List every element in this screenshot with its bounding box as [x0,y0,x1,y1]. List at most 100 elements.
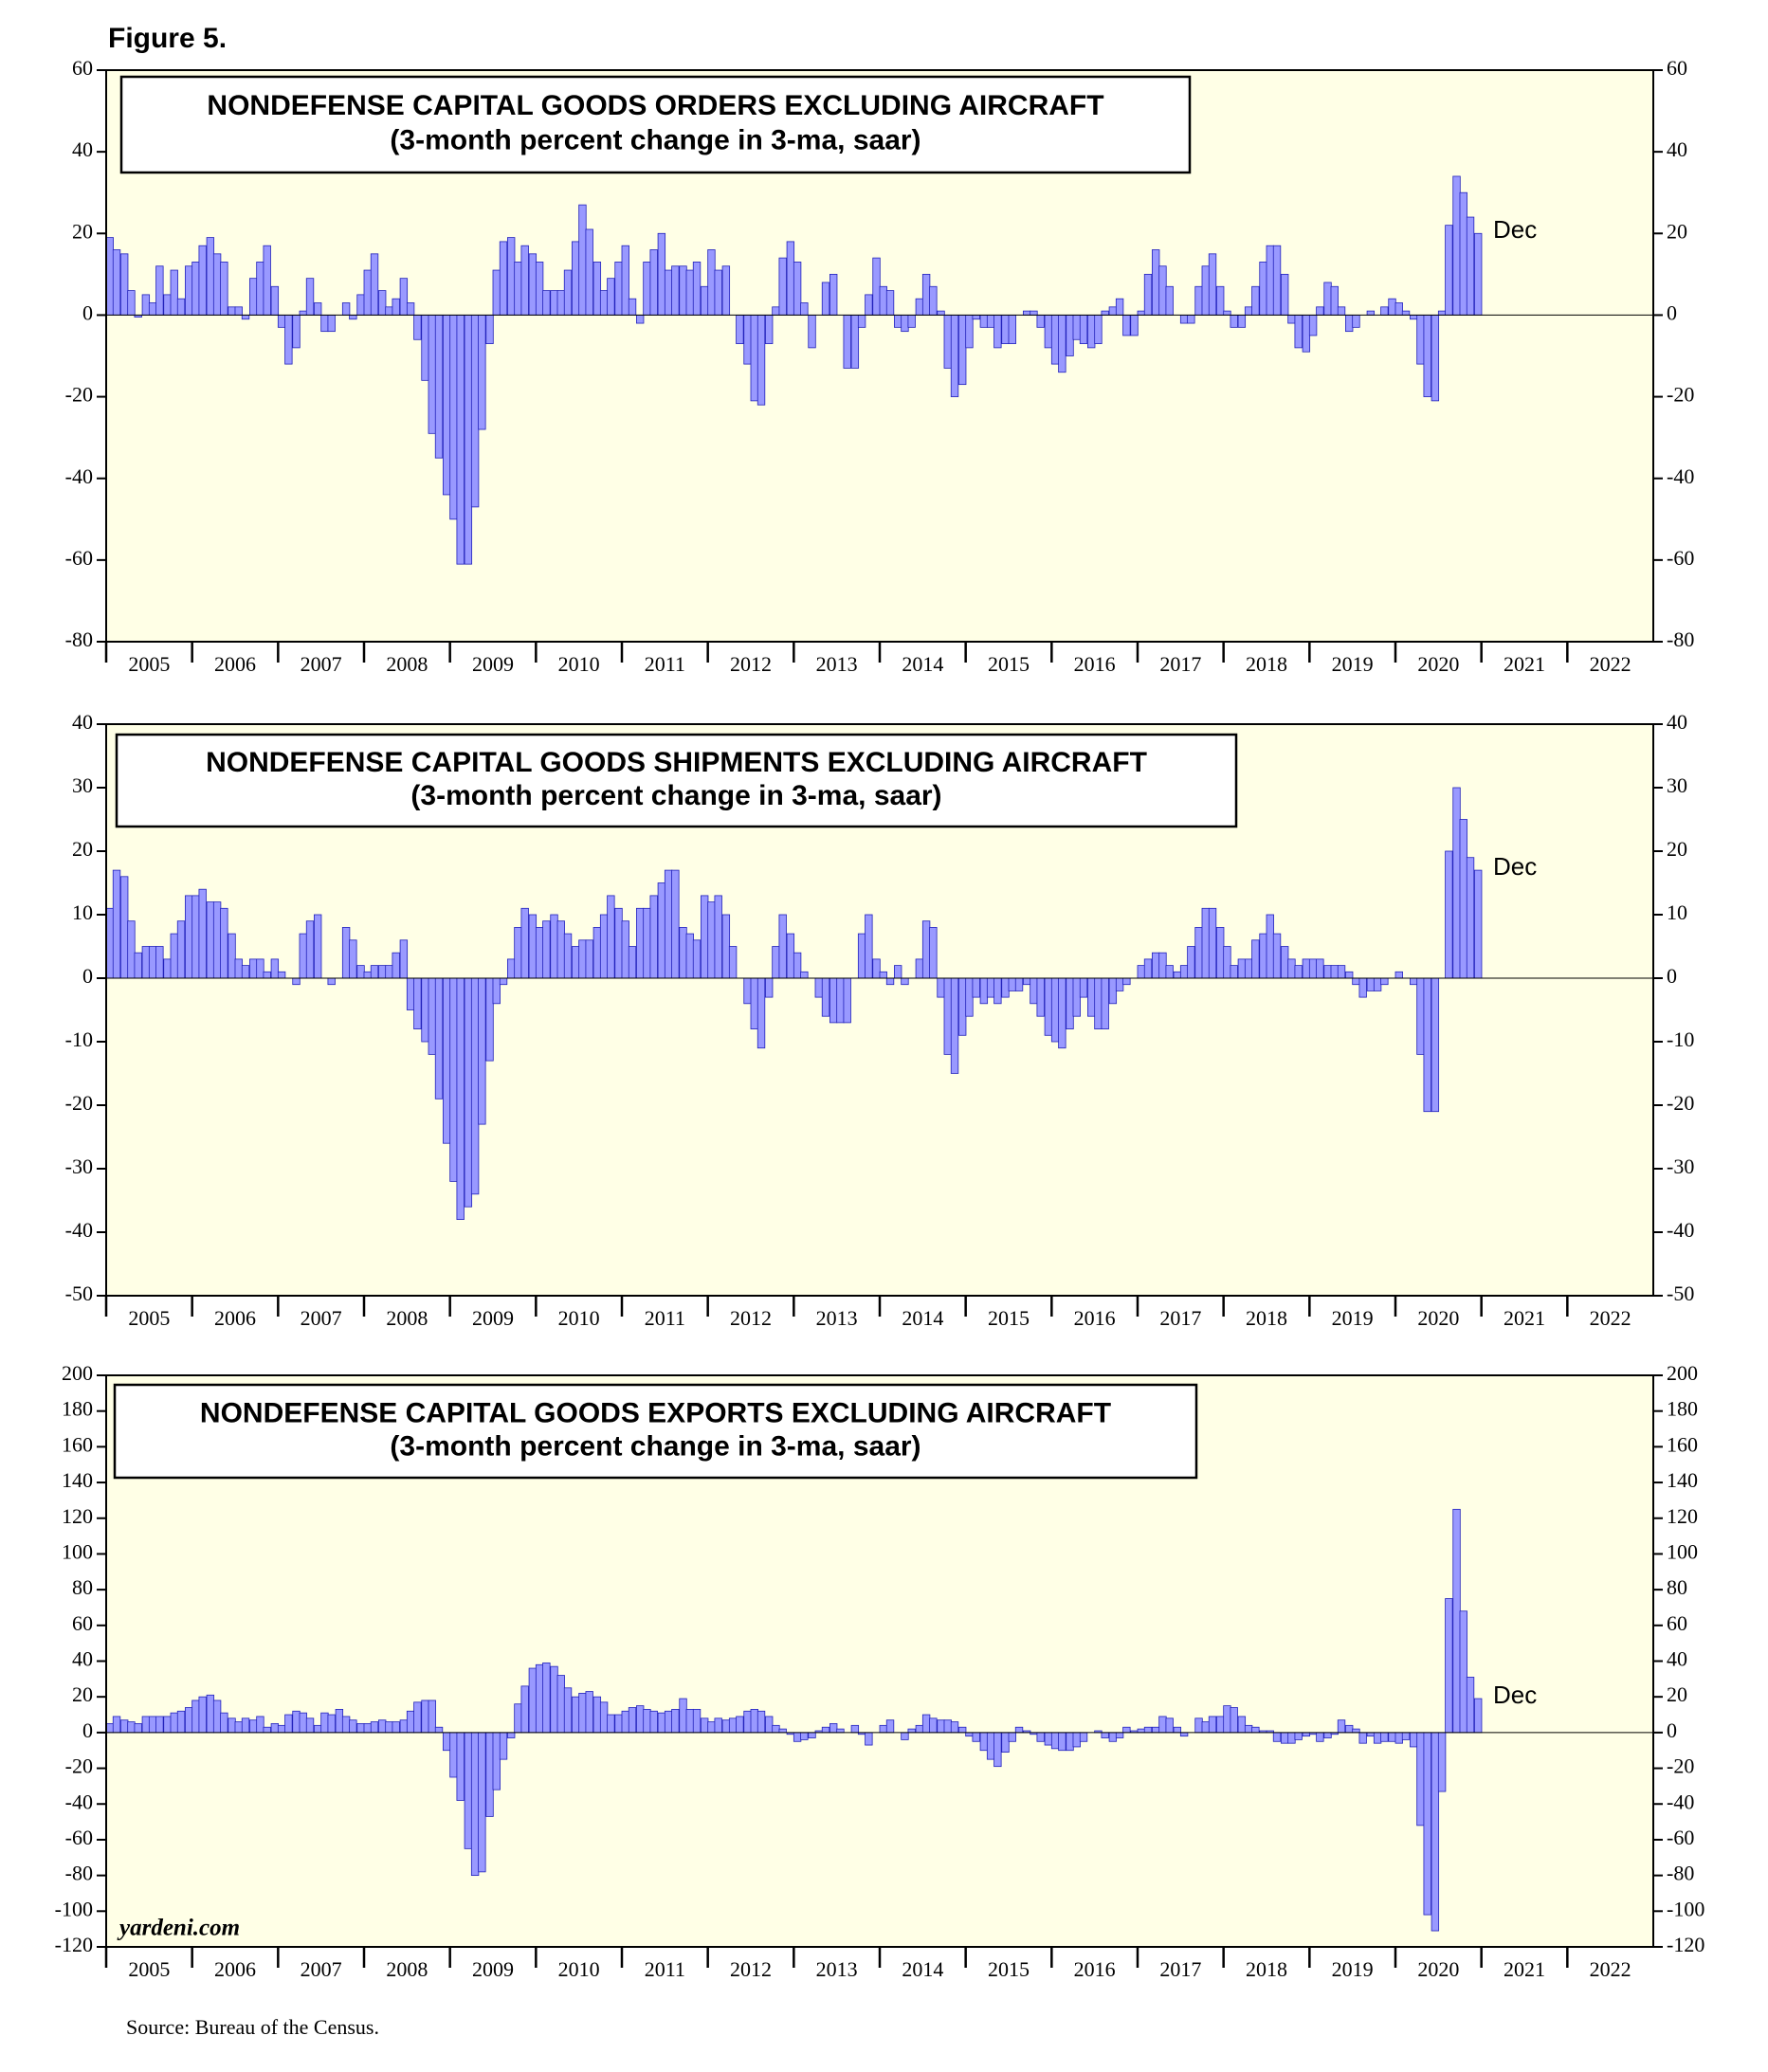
bar [112,249,121,316]
bar [370,253,379,316]
y-tick-label: -80 [65,1862,93,1885]
bar [1388,1732,1396,1742]
bar [249,958,258,979]
bar [1281,1732,1289,1744]
x-tick-label: 2020 [1417,1306,1459,1330]
x-tick-label: 2009 [472,1306,514,1330]
bar [1423,977,1431,1113]
watermark: yardeni.com [117,1916,240,1941]
figure-title: Figure 5. [108,23,227,54]
bar [1023,977,1031,986]
bar [679,927,687,979]
bar [1410,977,1418,986]
y-tick-label: 160 [62,1432,93,1456]
bar [657,232,666,316]
bar [643,907,651,979]
bar [657,1712,666,1734]
x-tick-label: 2017 [1159,652,1201,676]
bar [292,1710,301,1734]
bar [1394,1732,1403,1744]
bar [206,1694,215,1734]
bar [392,952,400,979]
x-tick-label: 2019 [1332,1957,1374,1981]
bar [563,1687,573,1734]
bar [434,977,444,1100]
bar [385,1721,393,1734]
bar [1223,946,1231,979]
bar [772,1724,780,1734]
bar [679,1698,687,1734]
bar [701,1718,709,1734]
y-tick-label: 60 [72,56,93,80]
bar [1079,315,1088,344]
bar [349,939,357,979]
y-tick-label: 100 [62,1539,93,1563]
bar [155,265,164,316]
bar [1152,952,1160,979]
bar [507,958,516,979]
bar [1445,850,1453,979]
x-tick-label: 2019 [1332,652,1374,676]
bar [449,315,458,520]
y2-tick-label: 0 [1667,300,1677,324]
bar [191,1699,200,1734]
bar [850,1724,860,1734]
bar [112,1716,121,1734]
bar [443,977,451,1144]
bar [421,1699,429,1734]
bar [765,977,774,998]
bar [921,920,931,979]
bar [743,315,752,365]
bar [1358,977,1367,998]
bar [621,1710,629,1734]
bar [1058,1732,1066,1752]
bar [750,977,758,1029]
bar [1358,1732,1367,1744]
bar [1416,977,1425,1055]
bar [1143,273,1153,316]
bar [228,306,236,316]
bar [1137,310,1145,316]
bar [993,315,1002,349]
bar [421,977,429,1043]
bar [1001,977,1010,998]
chart-subtitle: (3-month percent change in 3-ma, saar) [410,780,941,811]
bar [292,977,301,986]
bar [1445,1598,1453,1734]
bar [1087,315,1096,349]
bar [206,901,215,979]
bar [965,1732,974,1737]
bar [148,1716,157,1734]
x-tick-label: 2018 [1246,1306,1287,1330]
y2-tick-label: -40 [1667,1790,1694,1813]
bar [1165,285,1174,316]
bar [1287,1732,1296,1744]
x-tick-label: 2008 [386,1957,428,1981]
bar [535,262,544,316]
x-tick-label: 2017 [1159,1306,1201,1330]
y2-tick-label: -80 [1667,627,1694,651]
bar [1423,315,1431,397]
bar [865,1732,873,1746]
bar [507,237,516,316]
y-tick-label: -20 [65,383,93,407]
bar [520,907,529,979]
y2-tick-label: -50 [1667,1281,1694,1305]
bar [793,952,802,979]
x-tick-label: 2020 [1417,1957,1459,1981]
x-tick-label: 2005 [128,1957,170,1981]
bar [1251,285,1260,316]
bar [1272,1732,1282,1742]
bar [921,1714,931,1734]
bar [701,895,709,979]
bar [578,204,587,316]
bar [721,914,731,979]
bar [385,965,393,979]
bar [470,977,480,1195]
bar [1366,310,1376,316]
x-tick-label: 2015 [988,1306,1030,1330]
bar [449,1732,458,1778]
bar [349,315,357,320]
bar [1216,285,1225,316]
bar [499,241,508,316]
